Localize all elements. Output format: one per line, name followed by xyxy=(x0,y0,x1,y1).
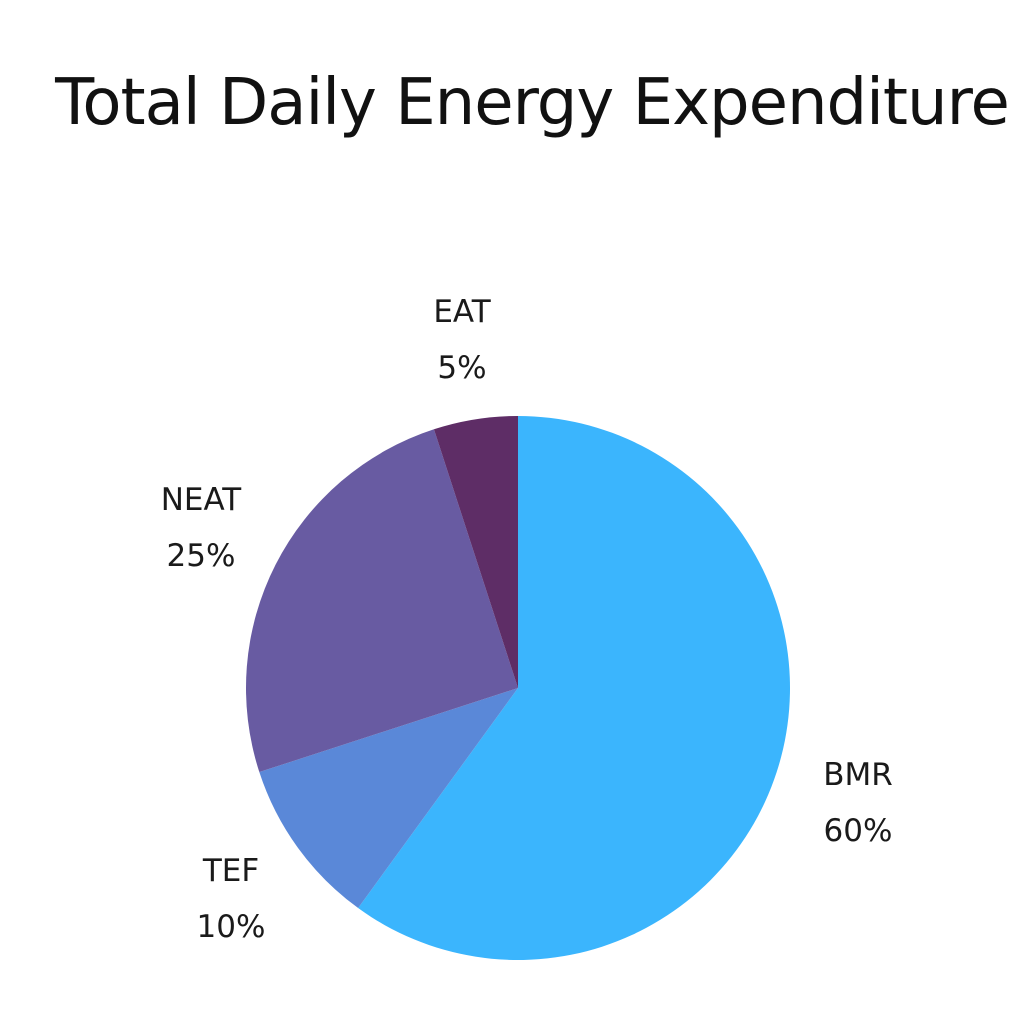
slice-label-neat: NEAT 25% xyxy=(121,472,281,584)
pie-slice-neat xyxy=(245,429,518,773)
slice-label-neat-name: NEAT xyxy=(160,482,242,518)
pie-slice-eat xyxy=(433,416,518,688)
slice-label-eat: EAT 5% xyxy=(382,284,542,396)
slice-label-bmr: BMR 60% xyxy=(778,747,938,859)
slice-label-bmr-name: BMR xyxy=(823,757,893,793)
slice-label-eat-name: EAT xyxy=(433,294,491,330)
chart-title: Total Daily Energy Expenditure xyxy=(55,66,1010,140)
slice-label-bmr-value: 60% xyxy=(823,813,893,849)
slice-label-eat-value: 5% xyxy=(437,350,487,386)
slice-label-tef-name: TEF xyxy=(202,853,260,889)
pie-slice-tef xyxy=(259,688,518,909)
slice-label-tef: TEF 10% xyxy=(151,843,311,955)
slice-label-tef-value: 10% xyxy=(196,909,266,945)
pie-slice-bmr xyxy=(358,416,791,961)
slice-label-neat-value: 25% xyxy=(166,538,236,574)
